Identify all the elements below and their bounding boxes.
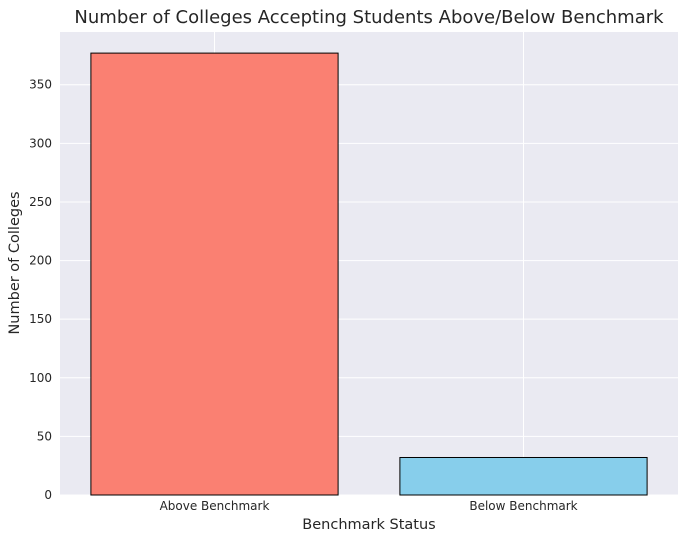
- y-tick-label: 150: [29, 312, 52, 326]
- y-axis-label: Number of Colleges: [7, 191, 23, 334]
- y-tick-label: 350: [29, 78, 52, 92]
- y-tick-label: 300: [29, 136, 52, 150]
- y-tick-label: 100: [29, 371, 52, 385]
- y-tick-label: 200: [29, 254, 52, 268]
- x-axis-label: Benchmark Status: [302, 517, 435, 533]
- chart-title: Number of Colleges Accepting Students Ab…: [74, 7, 664, 28]
- bar-below-benchmark: [399, 456, 648, 496]
- y-tick-label: 50: [37, 429, 52, 443]
- bar-above-benchmark: [90, 52, 339, 496]
- y-tick-label: 0: [44, 488, 52, 502]
- x-tick-label: Above Benchmark: [160, 499, 270, 513]
- bars: [90, 52, 648, 496]
- y-tick-label: 250: [29, 195, 52, 209]
- y-axis-ticks: 0 50 100 150 200 250 300 350: [29, 78, 52, 502]
- x-tick-label: Below Benchmark: [469, 499, 577, 513]
- x-axis-ticks: Above Benchmark Below Benchmark: [160, 499, 578, 513]
